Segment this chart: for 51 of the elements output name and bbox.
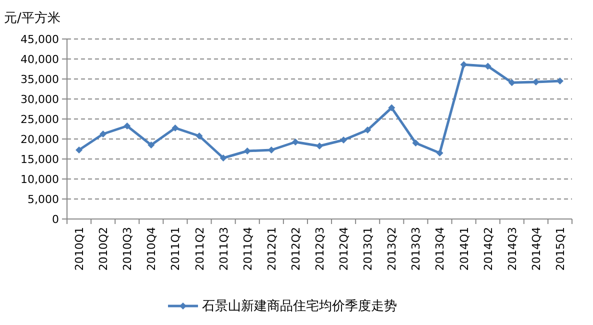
point	[460, 61, 468, 68]
x-tick-label: 2013Q3	[410, 227, 423, 271]
x-tick-label: 2012Q3	[314, 227, 326, 271]
point	[148, 142, 155, 148]
point	[196, 132, 203, 140]
point	[172, 124, 179, 132]
y-tick-label: 45,000	[20, 33, 59, 46]
y-tick-label: 10,000	[20, 173, 59, 186]
x-tick-label: 2014Q4	[530, 227, 543, 271]
x-tick-label: 2011Q3	[217, 227, 230, 271]
y-tick-label: 5,000	[28, 193, 59, 206]
x-tick-label: 2012Q1	[265, 227, 278, 271]
y-tick-label: 20,000	[20, 133, 59, 146]
x-tick-label: 2014Q2	[482, 227, 495, 271]
point	[436, 150, 444, 156]
y-tick-label: 0	[52, 213, 59, 226]
x-tick-label: 2011Q1	[169, 227, 182, 271]
x-tick-label: 2014Q1	[458, 227, 471, 271]
x-tick-label: 2010Q4	[145, 227, 158, 271]
point	[76, 146, 83, 154]
x-tick-label: 2010Q1	[73, 227, 86, 271]
point	[412, 140, 420, 146]
point	[100, 130, 107, 138]
legend-label: 石景山新建商品住宅均价季度走势	[202, 298, 397, 314]
point	[244, 148, 251, 154]
y-tick-label: 40,000	[20, 53, 59, 66]
point	[124, 122, 131, 130]
x-tick-label: 2015Q1	[554, 227, 567, 271]
point	[364, 126, 372, 134]
x-tick-label: 2012Q4	[338, 227, 351, 271]
y-tick-label: 30,000	[20, 93, 59, 106]
y-tick-label: 25,000	[20, 113, 59, 126]
x-tick-label: 2013Q1	[362, 227, 375, 271]
point	[316, 142, 323, 150]
y-tick-label: 35,000	[20, 73, 59, 86]
point	[508, 79, 516, 86]
x-tick-label: 2014Q3	[506, 227, 519, 271]
point	[340, 136, 348, 144]
x-tick-label: 2011Q4	[241, 227, 254, 271]
point	[292, 138, 299, 146]
x-tick-label: 2012Q2	[289, 227, 302, 271]
y-axis-title: 元/平方米	[4, 10, 60, 26]
x-tick-label: 2013Q2	[386, 227, 399, 271]
x-tick-label: 2010Q3	[121, 227, 134, 271]
point	[484, 62, 492, 70]
point	[220, 154, 227, 162]
y-tick-label: 15,000	[20, 153, 59, 166]
x-tick-label: 2010Q2	[97, 227, 110, 271]
point	[388, 104, 396, 112]
x-tick-label: 2013Q4	[434, 227, 447, 271]
x-tick-label: 2011Q2	[193, 227, 206, 271]
